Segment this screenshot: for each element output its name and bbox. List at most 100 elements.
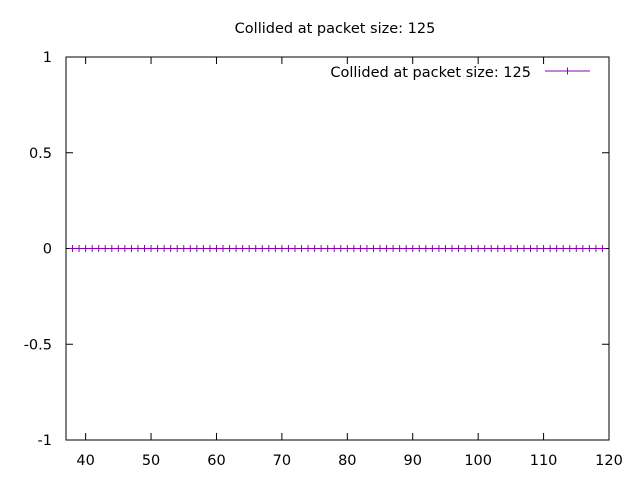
data-point	[173, 245, 181, 252]
data-point	[69, 245, 77, 252]
data-point	[566, 245, 574, 252]
data-point	[540, 245, 548, 252]
data-point	[455, 245, 463, 252]
data-point	[298, 245, 306, 252]
data-point	[409, 245, 417, 252]
data-point	[141, 245, 149, 252]
data-point	[284, 245, 292, 252]
data-point	[513, 245, 521, 252]
data-point	[363, 245, 371, 252]
data-point	[389, 245, 397, 252]
data-point	[468, 245, 476, 252]
data-point	[396, 245, 404, 252]
data-point	[127, 245, 135, 252]
data-point	[441, 245, 449, 252]
data-point	[95, 245, 103, 252]
data-point	[304, 245, 312, 252]
data-point	[559, 245, 567, 252]
data-point	[435, 245, 443, 252]
x-tick-label: 90	[404, 453, 422, 469]
x-tick-label: 70	[273, 453, 291, 469]
data-point	[180, 245, 188, 252]
chart-title: Collided at packet size: 125	[235, 21, 436, 37]
data-point	[369, 245, 377, 252]
data-point	[291, 245, 299, 252]
series-layer	[69, 245, 606, 252]
data-point	[350, 245, 358, 252]
data-point	[585, 245, 593, 252]
data-point	[167, 245, 175, 252]
data-point	[232, 245, 240, 252]
data-point	[212, 245, 220, 252]
legend: Collided at packet size: 125	[330, 65, 590, 81]
data-point	[526, 245, 534, 252]
y-tick-label: 1	[43, 50, 52, 66]
data-point	[258, 245, 266, 252]
data-point	[337, 245, 345, 252]
data-point	[598, 245, 606, 252]
data-point	[278, 245, 286, 252]
y-tick-label: 0.5	[29, 146, 52, 162]
x-tick-label: 50	[142, 453, 160, 469]
data-point	[461, 245, 469, 252]
data-point	[121, 245, 129, 252]
y-tick-label: -1	[38, 433, 52, 449]
data-point	[147, 245, 155, 252]
data-point	[75, 245, 83, 252]
y-tick-label: 0	[43, 242, 52, 258]
data-point	[219, 245, 227, 252]
data-point	[500, 245, 508, 252]
data-point	[330, 245, 338, 252]
data-point	[428, 245, 436, 252]
data-point	[494, 245, 502, 252]
data-point	[572, 245, 580, 252]
data-point	[271, 245, 279, 252]
data-point	[507, 245, 515, 252]
data-point	[592, 245, 600, 252]
data-point	[579, 245, 587, 252]
data-point	[448, 245, 456, 252]
data-point	[415, 245, 423, 252]
x-tick-label: 100	[464, 453, 492, 469]
x-tick-label: 120	[595, 453, 623, 469]
data-point	[226, 245, 234, 252]
data-point	[239, 245, 247, 252]
data-point	[324, 245, 332, 252]
data-point	[317, 245, 325, 252]
data-point	[422, 245, 430, 252]
x-tick-label: 40	[76, 453, 94, 469]
x-tick-label: 80	[338, 453, 356, 469]
x-tick-label: 110	[530, 453, 558, 469]
data-point	[553, 245, 561, 252]
data-point	[88, 245, 96, 252]
data-point	[82, 245, 90, 252]
data-point	[193, 245, 201, 252]
data-point	[206, 245, 214, 252]
data-point	[474, 245, 482, 252]
data-point	[402, 245, 410, 252]
data-point	[487, 245, 495, 252]
data-point	[199, 245, 207, 252]
y-axis: 1 0.5 0 -0.5 -1	[24, 50, 609, 449]
x-axis: 40 50 60 70 80 90 100 110 120	[76, 57, 623, 469]
data-point	[265, 245, 273, 252]
data-point	[134, 245, 142, 252]
data-point	[101, 245, 109, 252]
data-point	[343, 245, 351, 252]
y-tick-label: -0.5	[24, 337, 52, 353]
data-point	[376, 245, 384, 252]
data-point	[383, 245, 391, 252]
data-point	[186, 245, 194, 252]
data-point	[546, 245, 554, 252]
data-point	[245, 245, 253, 252]
data-point	[520, 245, 528, 252]
legend-label: Collided at packet size: 125	[330, 65, 531, 81]
data-point	[311, 245, 319, 252]
data-point	[252, 245, 260, 252]
data-point	[356, 245, 364, 252]
data-point	[114, 245, 122, 252]
legend-marker	[564, 67, 571, 75]
data-point	[533, 245, 541, 252]
x-tick-label: 60	[207, 453, 225, 469]
